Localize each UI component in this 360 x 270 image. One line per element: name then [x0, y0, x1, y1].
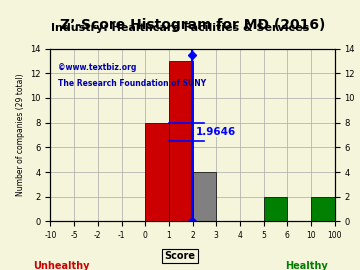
Bar [264, 197, 287, 221]
Bar [145, 123, 169, 221]
Bar [193, 172, 216, 221]
Title: Z’-Score Histogram for MD (2016): Z’-Score Histogram for MD (2016) [60, 18, 325, 32]
Text: 1.9646: 1.9646 [195, 127, 235, 137]
Text: Unhealthy: Unhealthy [33, 261, 89, 270]
Y-axis label: Number of companies (29 total): Number of companies (29 total) [15, 74, 24, 196]
Text: Score: Score [165, 251, 195, 261]
Bar [311, 197, 335, 221]
Text: Industry: Healthcare Facilities & Services: Industry: Healthcare Facilities & Servic… [51, 23, 309, 33]
Text: Healthy: Healthy [285, 261, 327, 270]
Bar [169, 61, 193, 221]
Text: ©www.textbiz.org: ©www.textbiz.org [58, 63, 136, 72]
Text: The Research Foundation of SUNY: The Research Foundation of SUNY [58, 79, 206, 89]
